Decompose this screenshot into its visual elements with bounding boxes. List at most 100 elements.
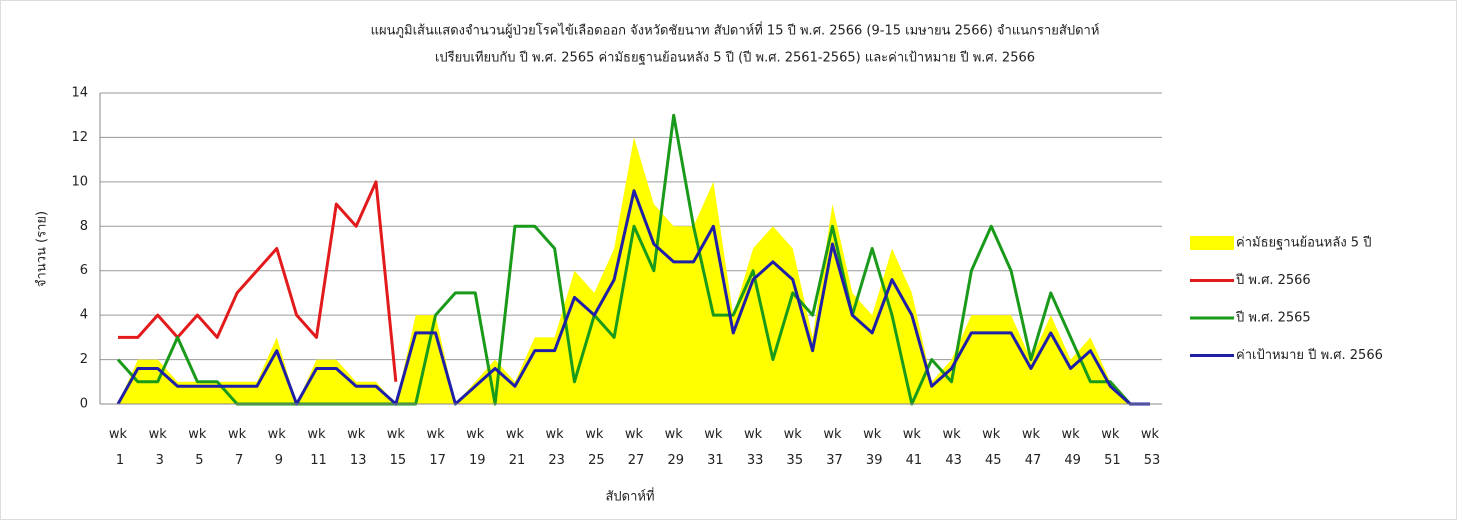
x-tick-label: wk 45	[981, 427, 1002, 468]
x-tick-label-line: wk	[546, 427, 565, 442]
x-tick-label-line: 13	[346, 453, 367, 468]
x-tick-label-line: 5	[191, 453, 203, 468]
x-tick-label: wk 49	[1060, 427, 1081, 468]
x-tick-label-line: 45	[981, 453, 1002, 468]
x-tick-label: wk 53	[1140, 427, 1161, 468]
x-tick-label-line: 29	[663, 453, 684, 468]
area	[118, 137, 1150, 404]
y-tick-label: 4	[80, 308, 88, 323]
y-tick-label: 2	[80, 352, 88, 367]
x-tick-label-line: 7	[231, 453, 243, 468]
x-tick-label-line: wk	[466, 427, 485, 442]
x-tick-label-line: wk	[228, 427, 247, 442]
x-tick-label-line: wk	[188, 427, 207, 442]
x-tick-label-line: wk	[1141, 427, 1160, 442]
x-tick-label: wk 7	[228, 427, 247, 468]
x-tick-label-line: wk	[585, 427, 604, 442]
x-tick-label-line: wk	[665, 427, 684, 442]
x-tick-label: wk 9	[268, 427, 287, 468]
x-tick-label-line: 1	[112, 453, 124, 468]
x-tick-label-line: wk	[1101, 427, 1120, 442]
chart-subtitle: เปรียบเทียบกับ ปี พ.ศ. 2565 ค่ามัธยฐานย้…	[435, 50, 1035, 66]
y-tick-label: 8	[80, 219, 88, 234]
x-tick-label-line: wk	[625, 427, 644, 442]
x-tick-label: wk 13	[346, 427, 367, 468]
x-tick-label: wk 33	[743, 427, 764, 468]
x-tick-label-line: 23	[544, 453, 565, 468]
x-axis-label: สัปดาห์ที่	[605, 488, 654, 505]
x-tick-label: wk 47	[1021, 427, 1042, 468]
line	[118, 180, 398, 382]
x-tick-label-line: 39	[862, 453, 883, 468]
x-tick-label: wk 35	[782, 427, 803, 468]
y-tick-label: 14	[71, 86, 88, 101]
x-tick-label-line: wk	[903, 427, 922, 442]
chart-title: แผนภูมิเส้นแสดงจำนวนผู้ป่วยโรคไข้เลือดออ…	[371, 22, 1100, 39]
x-tick-label-line: 43	[941, 453, 962, 468]
x-tick-label-line: wk	[942, 427, 961, 442]
y-tick-label: 10	[71, 174, 88, 189]
x-tick-label: wk 21	[505, 427, 526, 468]
x-tick-label: wk 3	[149, 427, 168, 468]
x-tick-label-line: 19	[465, 453, 486, 468]
x-tick-label-line: wk	[506, 427, 525, 442]
x-tick-label-line: wk	[1062, 427, 1081, 442]
x-tick-label-line: 33	[743, 453, 764, 468]
x-tick-label-line: 53	[1140, 453, 1161, 468]
x-tick-label-line: 31	[703, 453, 724, 468]
line	[116, 189, 1150, 406]
x-tick-label: wk 17	[425, 427, 446, 468]
x-tick-label-line: 11	[306, 453, 327, 468]
x-tick-label: wk 31	[703, 427, 724, 468]
x-tick-label-line: wk	[704, 427, 723, 442]
x-tick-label: wk 37	[822, 427, 843, 468]
x-tick-label-line: wk	[109, 427, 128, 442]
x-tick-label: wk 43	[941, 427, 962, 468]
x-tick-label: wk 19	[465, 427, 486, 468]
x-tick-label-line: wk	[149, 427, 168, 442]
legend-label: ปี พ.ศ. 2566	[1235, 272, 1311, 288]
x-tick-label: wk 15	[386, 427, 407, 468]
x-tick-label-line: 51	[1100, 453, 1121, 468]
legend-label: ปี พ.ศ. 2565	[1235, 310, 1311, 326]
x-tick-label-line: 17	[425, 453, 446, 468]
x-tick-label-line: wk	[1022, 427, 1041, 442]
x-tick-label: wk 5	[188, 427, 207, 468]
x-tick-label-line: wk	[744, 427, 763, 442]
x-tick-label: wk 1	[109, 427, 128, 468]
y-tick-label: 12	[71, 130, 88, 145]
legend-label: ค่าเป้าหมาย ปี พ.ศ. 2566	[1236, 347, 1383, 363]
x-tick-label: wk 29	[663, 427, 684, 468]
x-tick-label-line: 3	[151, 453, 163, 468]
x-tick-label-line: wk	[784, 427, 803, 442]
x-tick-label-line: 27	[624, 453, 645, 468]
x-tick-label-line: 37	[822, 453, 843, 468]
x-tick-label-line: wk	[982, 427, 1001, 442]
x-tick-label-line: wk	[347, 427, 366, 442]
x-tick-label-line: 9	[271, 453, 283, 468]
x-tick-label-line: wk	[307, 427, 326, 442]
x-tick-label: wk 39	[862, 427, 883, 468]
y-axis-label: จำนวน (ราย)	[35, 211, 50, 287]
legend-swatch	[1190, 236, 1234, 250]
x-tick-label: wk 25	[584, 427, 605, 468]
x-tick-label-line: wk	[823, 427, 842, 442]
legend-label: ค่ามัธยฐานย้อนหลัง 5 ปี	[1236, 235, 1371, 251]
x-tick-label-line: 15	[386, 453, 407, 468]
y-tick-label: 6	[80, 263, 88, 278]
x-tick-label-line: wk	[426, 427, 445, 442]
x-tick-label-line: 35	[782, 453, 803, 468]
x-tick-label-line: 21	[505, 453, 526, 468]
x-tick-label-line: wk	[863, 427, 882, 442]
x-tick-label-line: 47	[1021, 453, 1042, 468]
x-tick-label: wk 27	[624, 427, 645, 468]
x-tick-label-line: 41	[902, 453, 923, 468]
x-tick-label-line: 49	[1060, 453, 1081, 468]
x-tick-label: wk 41	[902, 427, 923, 468]
x-tick-label: wk 11	[306, 427, 327, 468]
x-tick-label: wk 23	[544, 427, 565, 468]
x-tick-label-line: wk	[268, 427, 287, 442]
y-tick-label: 0	[80, 397, 88, 412]
